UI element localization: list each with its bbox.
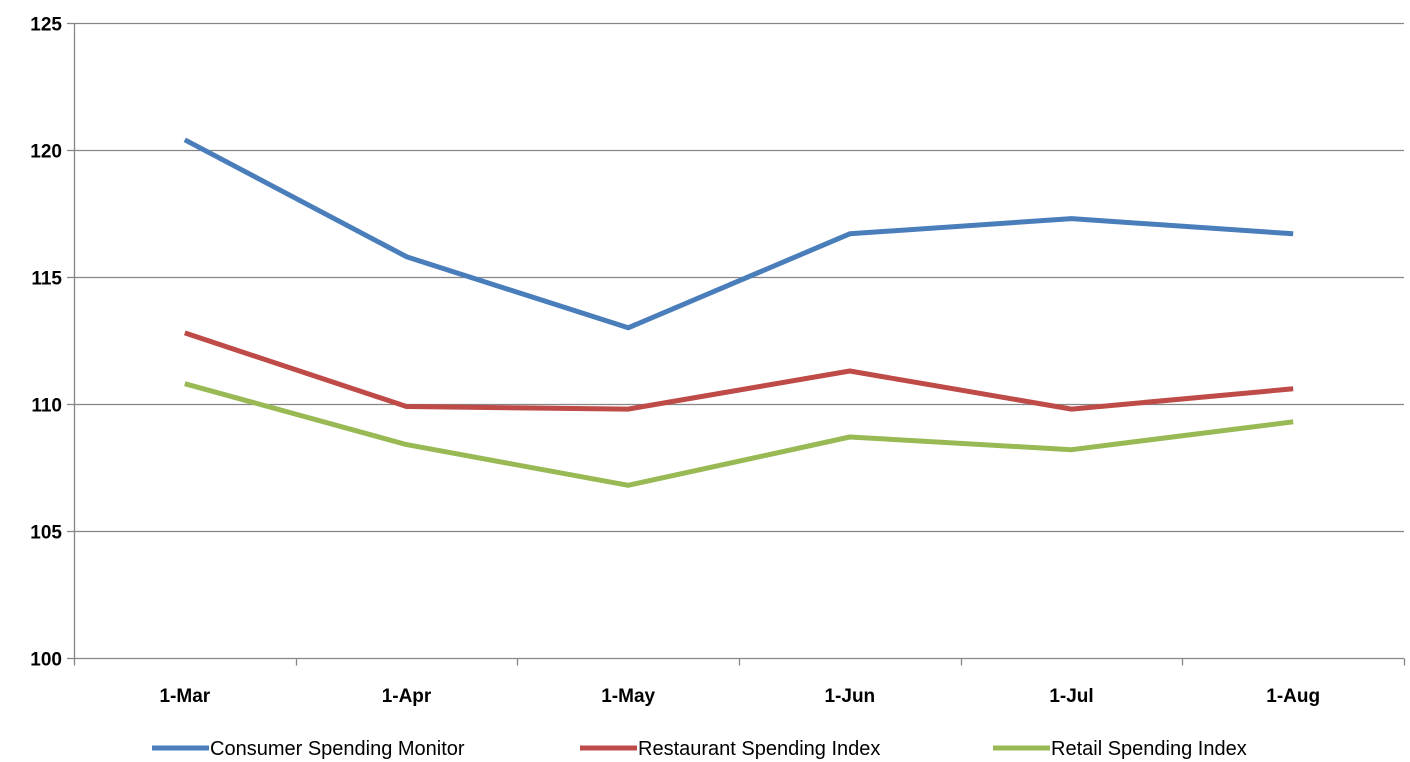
series-line-2 xyxy=(184,330,1294,412)
y-tick-label: 120 xyxy=(30,142,62,163)
x-tick-label: 1-Mar xyxy=(159,686,210,707)
y-tick-label: 115 xyxy=(31,269,62,290)
legend-label-3: Retail Spending Index xyxy=(1051,738,1247,760)
x-tick-label: 1-May xyxy=(601,686,655,707)
y-tick-label: 105 xyxy=(30,523,62,544)
legend-label-1: Consumer Spending Monitor xyxy=(210,738,465,760)
gridlines xyxy=(74,22,1404,533)
axes xyxy=(67,22,1406,666)
y-tick-label: 100 xyxy=(30,650,62,671)
series-line-1 xyxy=(183,137,1294,331)
legend: Consumer Spending Monitor Restaurant Spen… xyxy=(152,738,1247,760)
y-tick-label: 125 xyxy=(30,15,62,36)
x-tick-label: 1-Jul xyxy=(1049,686,1093,707)
x-tick-label: 1-Aug xyxy=(1266,686,1320,707)
x-axis-tick-labels: 1-Mar 1-Apr 1-May 1-Jun 1-Jul 1-Aug xyxy=(159,686,1320,707)
legend-label-2: Restaurant Spending Index xyxy=(638,738,880,760)
y-tick-label: 110 xyxy=(31,396,62,417)
x-tick-label: 1-Apr xyxy=(382,686,432,707)
series-line-3 xyxy=(184,381,1294,488)
x-tick-label: 1-Jun xyxy=(824,686,875,707)
series-lines xyxy=(183,137,1294,488)
y-axis-tick-labels: 100 105 110 115 120 125 xyxy=(30,15,62,671)
